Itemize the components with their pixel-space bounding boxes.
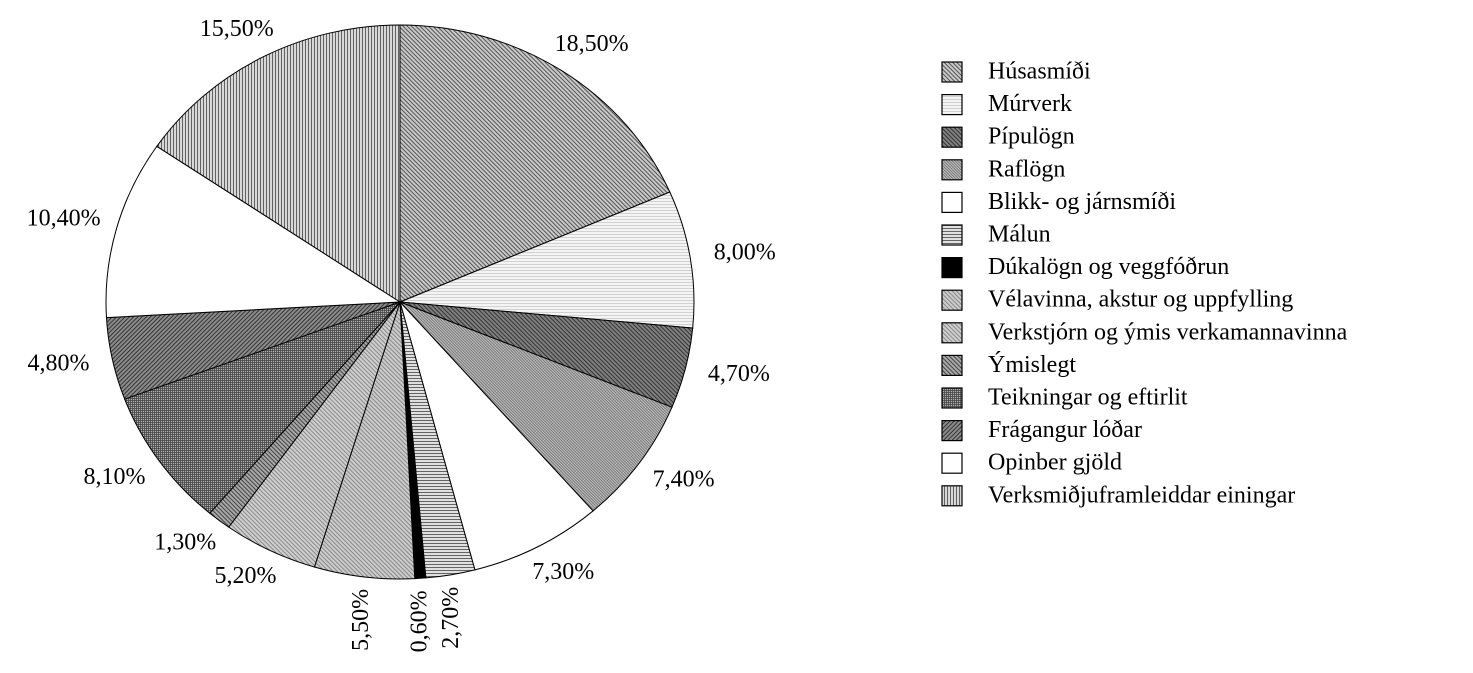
legend-swatch (941, 159, 963, 181)
legend-label: Verksmiðjuframleiddar einingar (988, 482, 1295, 508)
legend-swatch (941, 191, 963, 213)
legend-label: Raflögn (988, 156, 1065, 182)
data-label: 4,80% (27, 351, 89, 377)
data-label: 0,60% (407, 590, 433, 652)
legend-swatch (941, 387, 963, 409)
legend-label: Dúkalögn og veggfóðrun (988, 254, 1229, 280)
data-label: 2,70% (438, 587, 464, 649)
legend-label: Málun (988, 222, 1051, 248)
data-label: 4,70% (708, 361, 770, 387)
legend-label: Húsasmíði (988, 59, 1091, 85)
legend-swatch (941, 257, 963, 279)
legend-swatch (941, 289, 963, 311)
data-label: 1,30% (154, 529, 216, 555)
data-label: 7,30% (532, 559, 594, 585)
legend-swatch (941, 61, 963, 83)
legend-label: Frágangur lóðar (988, 417, 1142, 443)
legend-label: Verkstjórn og ýmis verkamannavinna (988, 319, 1348, 345)
pie-slice (399, 24, 671, 303)
pie-slice (399, 301, 594, 571)
legend-swatch (941, 322, 963, 344)
legend-swatch (941, 420, 963, 442)
legend-swatch (941, 224, 963, 246)
data-label: 15,50% (200, 16, 274, 42)
data-label: 8,00% (714, 239, 776, 265)
pie-slice (399, 191, 695, 329)
legend-label: Múrverk (988, 91, 1072, 117)
legend-swatch (941, 452, 963, 474)
legend-swatch (941, 93, 963, 116)
data-label: 5,50% (348, 589, 374, 651)
data-label: 5,20% (214, 563, 276, 589)
pie-slice (123, 301, 401, 514)
legend-swatch (941, 354, 963, 376)
legend-swatch (941, 126, 963, 148)
legend-swatch (941, 485, 963, 507)
legend-label: Vélavinna, akstur og uppfylling (988, 287, 1293, 313)
pie-slice (399, 301, 673, 512)
pie-slice (105, 145, 402, 319)
legend-label: Pípulögn (988, 124, 1075, 150)
legend-label: Ýmislegt (988, 352, 1076, 378)
legend-label: Teikningar og eftirlit (988, 385, 1188, 411)
data-label: 8,10% (83, 464, 145, 490)
legend-label: Opinber gjöld (988, 450, 1122, 476)
pie-slice (156, 24, 401, 303)
data-label: 10,40% (27, 206, 101, 232)
data-label: 18,50% (555, 31, 629, 57)
data-label: 7,40% (653, 466, 715, 492)
legend-label: Blikk- og járnsmíði (988, 189, 1176, 215)
